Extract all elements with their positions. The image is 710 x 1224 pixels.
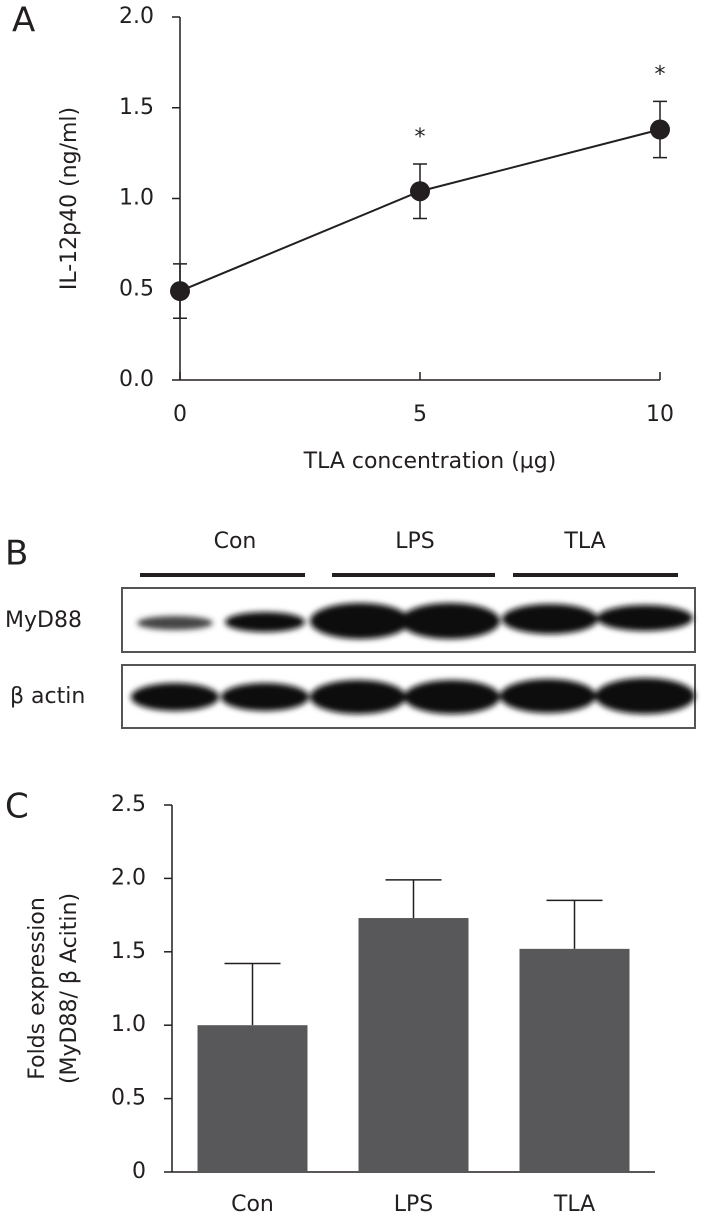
y-tick-label: 2.0 [111, 865, 146, 890]
x-axis-label: TLA concentration (µg) [303, 449, 557, 474]
x-tick-label: TLA [553, 1192, 595, 1217]
panel-label: C [5, 787, 29, 827]
annotation: * [655, 62, 666, 87]
y-axis-label: IL-12p40 (ng/ml) [57, 107, 82, 290]
lane-label: LPS [395, 529, 435, 554]
y-tick-label: 2.0 [119, 4, 154, 29]
panel-label: A [12, 1, 35, 41]
lane-label: Con [214, 529, 257, 554]
y-tick-label: 0 [132, 1159, 146, 1184]
bar [519, 948, 630, 1172]
point [410, 181, 430, 202]
point [170, 281, 190, 302]
bar [197, 1025, 308, 1172]
x-tick-label: Con [231, 1192, 274, 1217]
y-tick-label: 0.5 [111, 1086, 146, 1111]
error-bar [224, 962, 281, 1026]
point [650, 119, 670, 140]
bar [358, 918, 469, 1172]
y-tick-label: 1.5 [119, 95, 154, 120]
error-bar [385, 879, 442, 919]
y-tick-label: 2.5 [111, 792, 146, 817]
x-tick-label: 5 [413, 402, 427, 427]
row-label: β actin [10, 684, 85, 709]
y-tick-label: 1.5 [111, 939, 146, 964]
y-tick-label: 1.0 [119, 186, 154, 211]
panel-label: B [5, 534, 28, 574]
y-axis-label: Folds expression [25, 897, 50, 1080]
y-axis-label: (MyD88/ β Acitin) [57, 893, 82, 1084]
row-label: MyD88 [5, 608, 82, 633]
error-bar [546, 899, 603, 949]
y-tick-label: 0.0 [119, 367, 154, 392]
annotation: * [415, 125, 426, 150]
y-tick-label: 1.0 [111, 1012, 146, 1037]
x-tick-label: 10 [646, 402, 674, 427]
lane-label: TLA [563, 529, 605, 554]
blot-bands [131, 603, 695, 714]
y-tick-label: 0.5 [119, 276, 154, 301]
x-tick-label: 0 [173, 402, 187, 427]
x-tick-label: LPS [394, 1192, 434, 1217]
